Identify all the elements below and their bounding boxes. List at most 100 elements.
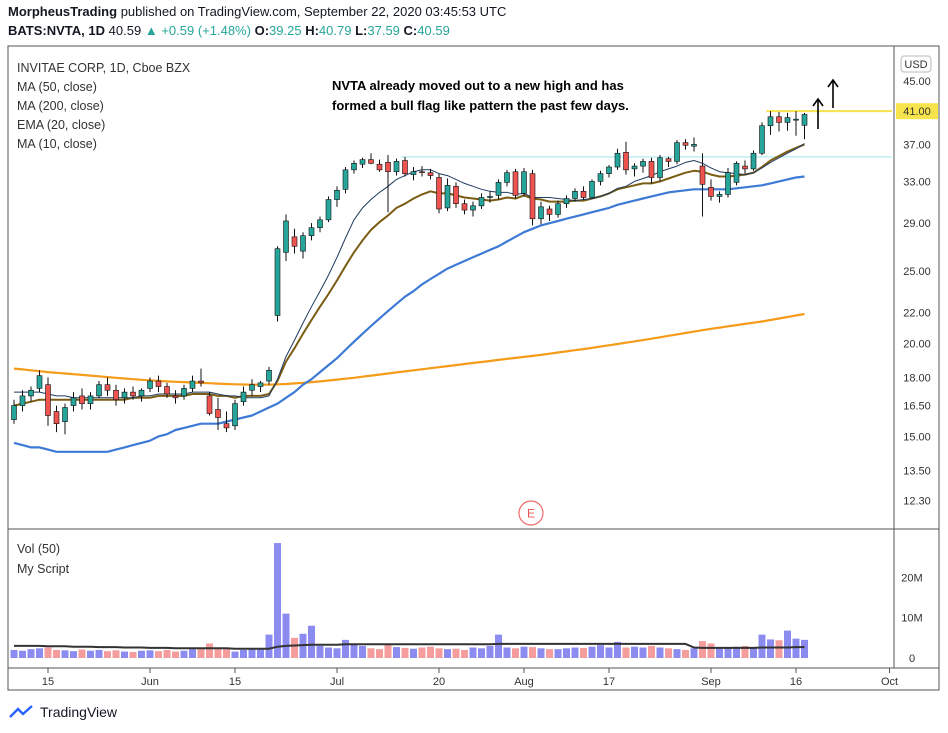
candle-body: [223, 423, 230, 429]
candle: [402, 156, 408, 177]
volume-bar: [291, 637, 298, 658]
candle-body: [606, 166, 612, 174]
volume-bar: [265, 634, 273, 658]
candle: [317, 216, 323, 233]
candle: [674, 140, 680, 165]
candle-body: [682, 142, 689, 146]
candle-body: [249, 384, 255, 391]
time-axis[interactable]: 15 Jun 15 Jul 20 Aug 17 Sep 16 Oct: [42, 668, 898, 688]
volume-bar: [155, 651, 162, 658]
candle: [759, 122, 765, 156]
candle-body: [300, 235, 306, 252]
candle: [283, 214, 289, 261]
volume-bar: [206, 643, 213, 658]
volume-bar: [673, 649, 681, 658]
volume-bar: [605, 647, 613, 658]
candle-body: [351, 162, 357, 171]
volume-bar: [78, 649, 86, 658]
candle-body: [62, 407, 68, 422]
candle: [172, 390, 179, 404]
candle-body: [291, 236, 298, 247]
volume-bar: [571, 647, 579, 658]
candle-body: [529, 173, 536, 220]
volume-bar: [410, 648, 417, 658]
candle-body: [665, 158, 672, 162]
candle-body: [597, 173, 604, 182]
volume-bar: [36, 648, 43, 658]
currency-badge[interactable]: USD: [900, 55, 932, 73]
candle-body: [87, 395, 94, 404]
price-tick-label: 29.00: [903, 218, 931, 230]
candle: [28, 386, 34, 402]
candle-body: [121, 391, 128, 399]
candle-body: [572, 191, 578, 199]
candle-body: [648, 161, 655, 178]
volume-bar: [631, 646, 638, 658]
volume-bar: [724, 647, 732, 658]
candle: [410, 167, 417, 181]
volume-bar: [282, 613, 290, 658]
candle: [478, 193, 485, 209]
candle: [546, 205, 553, 221]
candle: [504, 169, 510, 187]
volume-bar: [418, 647, 426, 658]
candle: [512, 168, 519, 199]
candle-body: [342, 169, 349, 190]
candle-body: [640, 161, 646, 167]
candle-body: [11, 405, 17, 420]
volume-bar: [452, 648, 460, 658]
candle-body: [793, 118, 799, 121]
candle-body: [266, 370, 272, 382]
volume-bar: [435, 648, 443, 658]
candle-body: [742, 165, 748, 170]
candle: [555, 200, 561, 218]
price-axis[interactable]: 45.00 41.00 37.00 33.00 29.00 25.00 22.00 20.00…: [896, 76, 938, 508]
time-tick-label: 17: [603, 676, 615, 688]
candle-body: [368, 159, 374, 164]
volume-bar: [622, 647, 630, 658]
candle: [419, 166, 425, 177]
candle-body: [504, 172, 510, 183]
candle: [223, 411, 230, 433]
candle-body: [215, 409, 221, 418]
volume-bar: [44, 647, 52, 658]
volume-bar: [240, 649, 247, 658]
candle: [461, 199, 468, 215]
candle-body: [274, 248, 281, 316]
price-tick-label: 22.00: [903, 308, 931, 320]
candle: [529, 169, 536, 226]
volume-bar: [359, 645, 366, 658]
volume-bar: [741, 645, 749, 658]
volume-bar: [342, 639, 349, 658]
publisher-name[interactable]: MorpheusTrading: [8, 4, 118, 19]
symbol-line: BATS:NVTA, 1D 40.59 ▲ +0.59 (+1.48%) O:3…: [8, 23, 450, 38]
candle: [801, 112, 808, 140]
volume-bar: [393, 647, 400, 658]
earnings-marker[interactable]: E: [518, 500, 544, 526]
candle: [776, 111, 782, 132]
volume-bar: [231, 651, 239, 658]
volume-bar: [214, 647, 222, 658]
candle: [385, 155, 391, 213]
volume-bar: [690, 648, 698, 658]
volume-bar: [61, 650, 69, 658]
candle: [495, 179, 502, 200]
volume-bar: [325, 647, 332, 658]
volume-bar: [189, 649, 196, 658]
time-tick-label: Oct: [881, 676, 898, 688]
volume-avg-path: [14, 642, 805, 650]
volume-bar: [665, 648, 672, 658]
chart-frame: [7, 45, 940, 691]
candle: [291, 228, 298, 254]
candle: [563, 195, 570, 208]
candles: [11, 111, 808, 435]
candle: [215, 397, 221, 430]
volume-bar: [172, 651, 179, 658]
candle: [266, 366, 272, 385]
candle-body: [53, 411, 60, 425]
volume-bar: [656, 647, 664, 658]
time-tick-label: Jun: [141, 676, 159, 688]
candle: [708, 179, 714, 201]
tradingview-footer[interactable]: TradingView: [8, 704, 117, 720]
